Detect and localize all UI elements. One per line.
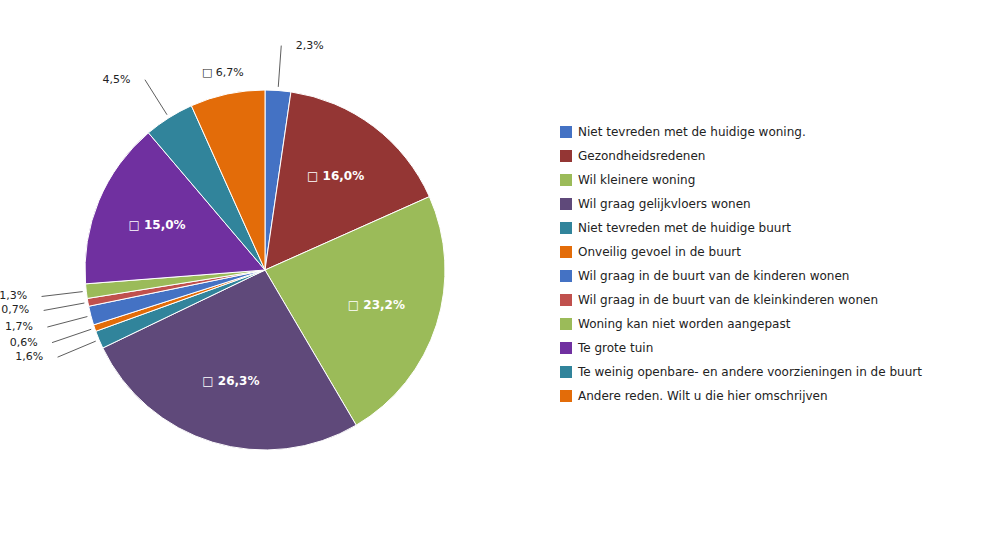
legend-label: Te grote tuin [577,341,653,355]
leader-line [44,303,85,310]
legend-item: Wil graag gelijkvloers wonen [560,197,751,211]
legend-label: Wil kleinere woning [578,173,695,187]
legend-item: Gezondheidsredenen [560,149,705,163]
data-label: 4,5% [103,73,131,86]
legend-label: Andere reden. Wilt u die hier omschrijve… [578,389,828,403]
legend-swatch [560,342,572,354]
legend-label: Te weinig openbare- en andere voorzienin… [577,365,922,379]
data-label: 1,7% [5,320,33,333]
legend-item: Wil graag in de buurt van de kleinkinder… [560,293,878,307]
data-label: □ 16,0% [307,169,364,183]
legend-swatch [560,246,572,258]
data-label: □ 23,2% [348,298,405,312]
legend-label: Wil graag in de buurt van de kinderen wo… [578,269,849,283]
leader-line [58,341,96,357]
data-label: 2,3% [296,39,324,52]
legend-swatch [560,318,572,330]
legend-label: Onveilig gevoel in de buurt [578,245,741,259]
legend-swatch [560,270,572,282]
data-label: □ 6,7% [202,66,244,79]
leader-line [145,80,167,115]
legend-label: Niet tevreden met de huidige woning. [578,125,806,139]
legend-label: Woning kan niet worden aangepast [578,317,791,331]
legend-item: Woning kan niet worden aangepast [560,317,791,331]
legend-label: Wil graag gelijkvloers wonen [578,197,751,211]
data-label: 1,3% [0,289,27,302]
legend-item: Wil graag in de buurt van de kinderen wo… [560,269,849,283]
legend-item: Onveilig gevoel in de buurt [560,245,741,259]
leader-line [42,292,83,297]
legend-swatch [560,222,572,234]
legend-swatch [560,198,572,210]
legend: Niet tevreden met de huidige woning. Gezo… [560,125,922,403]
legend-item: Niet tevreden met de huidige woning. [560,125,806,139]
chart: 2,3% □ 16,0% □ 23,2% □ 26,3% 1,6%0,6% 1,7% 0,7… [0,0,990,540]
legend-swatch [560,174,572,186]
data-label: 1,6% [15,350,43,363]
pie-slice [191,90,265,270]
legend-item: Wil kleinere woning [560,173,695,187]
leader-line [52,329,91,342]
data-label: 0,6% [10,336,38,349]
data-label: □ 15,0% [128,218,185,232]
data-label: 0,7% [1,303,29,316]
legend-item: Andere reden. Wilt u die hier omschrijve… [560,389,828,403]
legend-swatch [560,150,572,162]
legend-item: Te grote tuin [560,341,653,355]
leader-line [47,317,87,327]
legend-label: Wil graag in de buurt van de kleinkinder… [578,293,878,307]
data-label: □ 26,3% [202,374,259,388]
legend-item: Niet tevreden met de huidige buurt [560,221,791,235]
leader-line [278,46,281,87]
legend-label: Gezondheidsredenen [578,149,705,163]
legend-swatch [560,126,572,138]
data-labels: 2,3% □ 16,0% □ 23,2% □ 26,3% 1,6%0,6% 1,7% 0,7… [0,39,405,389]
legend-swatch [560,390,572,402]
pie [85,90,445,450]
legend-swatch [560,294,572,306]
legend-item: Te weinig openbare- en andere voorzienin… [560,365,922,379]
legend-swatch [560,366,572,378]
legend-label: Niet tevreden met de huidige buurt [578,221,791,235]
